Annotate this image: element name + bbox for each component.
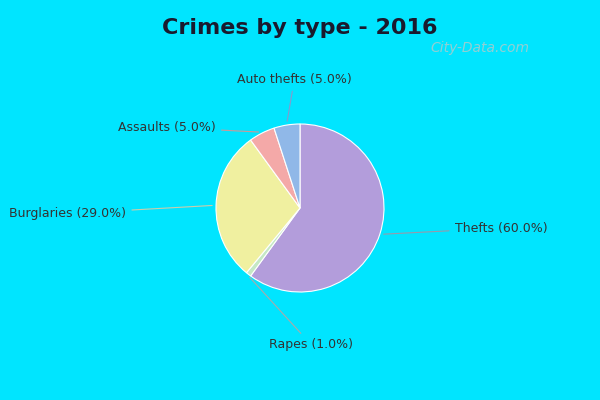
Text: Rapes (1.0%): Rapes (1.0%): [250, 277, 353, 351]
Text: City-Data.com: City-Data.com: [431, 41, 530, 55]
Text: Assaults (5.0%): Assaults (5.0%): [118, 121, 259, 134]
Wedge shape: [251, 124, 384, 292]
Text: Burglaries (29.0%): Burglaries (29.0%): [10, 206, 212, 220]
Wedge shape: [247, 208, 300, 276]
Wedge shape: [274, 124, 300, 208]
Wedge shape: [216, 140, 300, 273]
Text: Thefts (60.0%): Thefts (60.0%): [384, 222, 547, 235]
Text: Crimes by type - 2016: Crimes by type - 2016: [162, 18, 438, 38]
Text: Auto thefts (5.0%): Auto thefts (5.0%): [237, 73, 352, 121]
Wedge shape: [251, 128, 300, 208]
